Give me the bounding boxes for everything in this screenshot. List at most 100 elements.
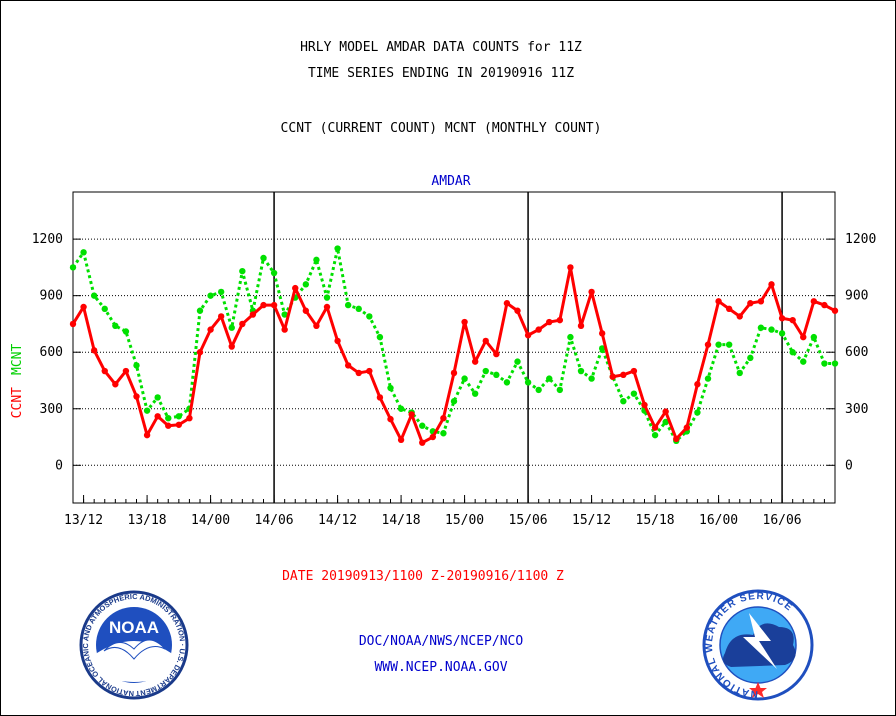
data-point-mcnt [704, 375, 712, 382]
data-point-ccnt [662, 408, 669, 415]
data-point-ccnt [239, 320, 246, 328]
date-range-label: DATE 20190913/1100 Z-20190916/1100 Z [282, 569, 564, 584]
data-point-mcnt [524, 379, 532, 386]
data-point-mcnt [165, 414, 172, 422]
data-point-mcnt [133, 362, 140, 369]
data-point-mcnt [810, 333, 818, 341]
data-point-ccnt [747, 300, 754, 307]
data-point-ccnt [217, 313, 225, 320]
data-point-mcnt [302, 281, 310, 288]
data-point-mcnt [450, 398, 458, 405]
data-point-mcnt [662, 418, 669, 426]
data-point-mcnt [503, 379, 511, 386]
data-point-ccnt [69, 320, 77, 328]
data-point-ccnt [630, 367, 638, 375]
data-point-ccnt [344, 362, 352, 369]
data-point-mcnt [228, 324, 235, 331]
data-point-ccnt [228, 343, 235, 350]
data-point-mcnt [419, 422, 426, 429]
data-point-mcnt [196, 307, 204, 314]
chart-title-line1: HRLY MODEL AMDAR DATA COUNTS for 11Z [300, 40, 582, 55]
data-point-ccnt [440, 414, 447, 422]
y-tick-label-right: 0 [845, 458, 853, 473]
data-point-mcnt [493, 371, 500, 379]
data-point-ccnt [514, 307, 521, 314]
data-point-mcnt [567, 333, 574, 341]
data-point-ccnt [101, 367, 108, 375]
y-tick-label-right: 900 [845, 289, 868, 304]
data-point-ccnt [292, 284, 299, 292]
data-point-ccnt [387, 415, 394, 423]
data-point-mcnt [366, 313, 373, 320]
data-point-mcnt [376, 333, 384, 341]
data-point-ccnt [143, 431, 151, 439]
data-point-ccnt [609, 373, 616, 380]
noaa-logo-text: NOAA [109, 618, 159, 637]
data-point-mcnt [821, 360, 828, 367]
data-point-ccnt [482, 337, 489, 345]
data-point-ccnt [725, 305, 733, 313]
data-point-mcnt [334, 245, 341, 252]
data-point-ccnt [122, 367, 130, 375]
data-point-mcnt [154, 394, 161, 401]
data-point-ccnt [207, 326, 214, 333]
y-tick-label-left: 900 [40, 289, 63, 304]
data-point-ccnt [281, 326, 288, 333]
data-point-ccnt [376, 394, 384, 401]
data-point-mcnt [694, 409, 701, 416]
data-point-ccnt [694, 381, 701, 388]
data-point-ccnt [260, 301, 267, 309]
data-point-ccnt [757, 298, 765, 305]
data-point-ccnt [641, 401, 648, 409]
data-point-ccnt [249, 311, 257, 318]
y-tick-label-right: 300 [845, 402, 868, 417]
y-tick-label-right: 600 [845, 345, 868, 360]
data-point-mcnt [355, 305, 362, 313]
data-point-ccnt [397, 436, 405, 444]
data-point-mcnt [577, 367, 585, 375]
data-point-mcnt [715, 341, 722, 348]
data-point-ccnt [789, 316, 796, 324]
x-tick-label: 15/06 [509, 513, 548, 528]
data-point-ccnt [366, 367, 373, 375]
x-tick-label: 15/12 [572, 513, 611, 528]
data-point-ccnt [715, 298, 722, 305]
data-point-mcnt [270, 269, 278, 277]
data-point-mcnt [800, 358, 807, 365]
data-point-mcnt [323, 294, 331, 301]
y-axis-label-mcnt: MCNT [10, 344, 25, 375]
data-point-ccnt [196, 349, 204, 356]
data-point-mcnt [651, 431, 659, 439]
data-point-ccnt [429, 433, 437, 441]
data-point-ccnt [778, 315, 786, 322]
data-point-ccnt [800, 333, 807, 341]
data-point-ccnt [133, 393, 140, 400]
data-point-ccnt [620, 371, 627, 379]
nws-logo: NATIONAL WEATHER SERVICE [702, 589, 814, 701]
data-point-ccnt [503, 300, 511, 307]
data-point-mcnt [535, 386, 542, 394]
data-point-ccnt [461, 318, 468, 326]
data-point-ccnt [112, 381, 119, 388]
data-point-ccnt [831, 307, 839, 314]
data-point-mcnt [556, 386, 564, 394]
y-axis-label-ccnt: CCNT [10, 387, 25, 418]
y-axis-label: CCNT MCNT [10, 344, 25, 419]
data-point-ccnt [323, 303, 331, 311]
data-point-mcnt [397, 405, 405, 412]
data-point-ccnt [186, 414, 193, 422]
data-point-mcnt [260, 254, 267, 262]
website-link[interactable]: WWW.NCEP.NOAA.GOV [374, 660, 507, 675]
data-point-ccnt [546, 318, 553, 326]
data-point-mcnt [101, 305, 108, 313]
data-point-mcnt [588, 375, 595, 382]
data-point-ccnt [408, 411, 415, 418]
data-point-ccnt [302, 307, 310, 314]
data-point-ccnt [673, 435, 680, 443]
data-point-ccnt [556, 316, 564, 324]
data-point-ccnt [450, 369, 458, 377]
data-point-ccnt [471, 358, 479, 365]
x-tick-label: 14/00 [191, 513, 230, 528]
